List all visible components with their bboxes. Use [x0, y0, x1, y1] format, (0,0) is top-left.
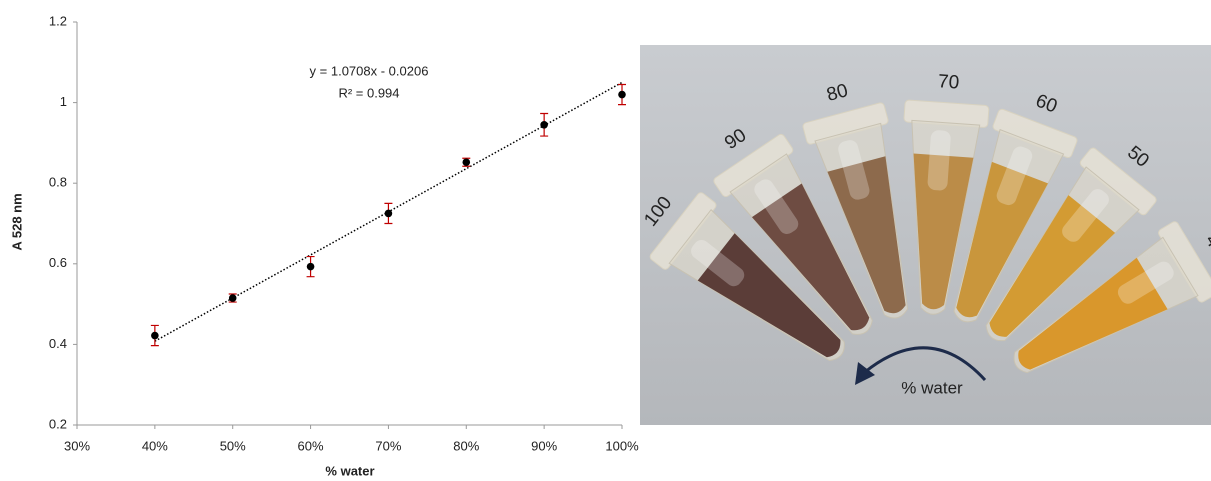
x-tick-label: 60% [298, 438, 324, 453]
x-tick-label: 80% [453, 438, 479, 453]
tube-label: 70 [937, 71, 960, 93]
point [151, 331, 159, 340]
y-tick-label: 0.2 [49, 416, 67, 431]
point [540, 120, 548, 129]
tube-label: 40 [1201, 231, 1211, 260]
tube-highlight [927, 130, 951, 191]
tube-highlight [838, 140, 870, 200]
tube-liquid [989, 195, 1116, 337]
x-axis-title: % water [325, 463, 374, 478]
equation: y = 1.0708x - 0.0206 [310, 63, 429, 78]
point [306, 262, 315, 271]
x-tick-label: 90% [531, 438, 557, 453]
tube [985, 147, 1157, 342]
tube-liquid [1018, 257, 1168, 370]
tube-highlight [754, 179, 799, 235]
x-tick-label: 70% [375, 438, 401, 453]
x-tick-label: 30% [64, 438, 90, 453]
tube-highlight [1117, 261, 1174, 304]
arrow-label: % water [901, 378, 963, 397]
tube [649, 192, 845, 362]
y-axis-title: A 528 nm [9, 193, 24, 250]
y-tick-label: 1.2 [49, 13, 67, 28]
x-tick-label: 40% [142, 438, 168, 453]
tube-highlight [1062, 189, 1109, 242]
r-squared: R² = 0.994 [338, 85, 399, 100]
tube [953, 108, 1078, 323]
point [228, 294, 237, 302]
tube [903, 99, 990, 315]
tube-liquid [956, 161, 1048, 318]
tube-highlight [996, 146, 1033, 206]
point [618, 90, 626, 99]
point [462, 158, 471, 167]
x-tick-label: 100% [605, 438, 639, 453]
y-tick-label: 0.8 [49, 175, 67, 190]
point [384, 209, 393, 218]
x-tick-label: 50% [220, 438, 246, 453]
tube-liquid [827, 156, 906, 314]
tube [713, 133, 873, 335]
tube [802, 102, 909, 319]
y-tick-label: 0.4 [49, 336, 67, 351]
tube-liquid [913, 153, 974, 310]
y-tick-label: 0.6 [49, 255, 67, 270]
tube-highlight [691, 239, 745, 287]
arrow-head [855, 362, 875, 385]
y-tick-label: 1 [60, 94, 67, 109]
arrow [864, 346, 987, 382]
tube-liquid [697, 233, 841, 358]
tube-liquid [751, 183, 870, 331]
tube [1013, 221, 1211, 374]
